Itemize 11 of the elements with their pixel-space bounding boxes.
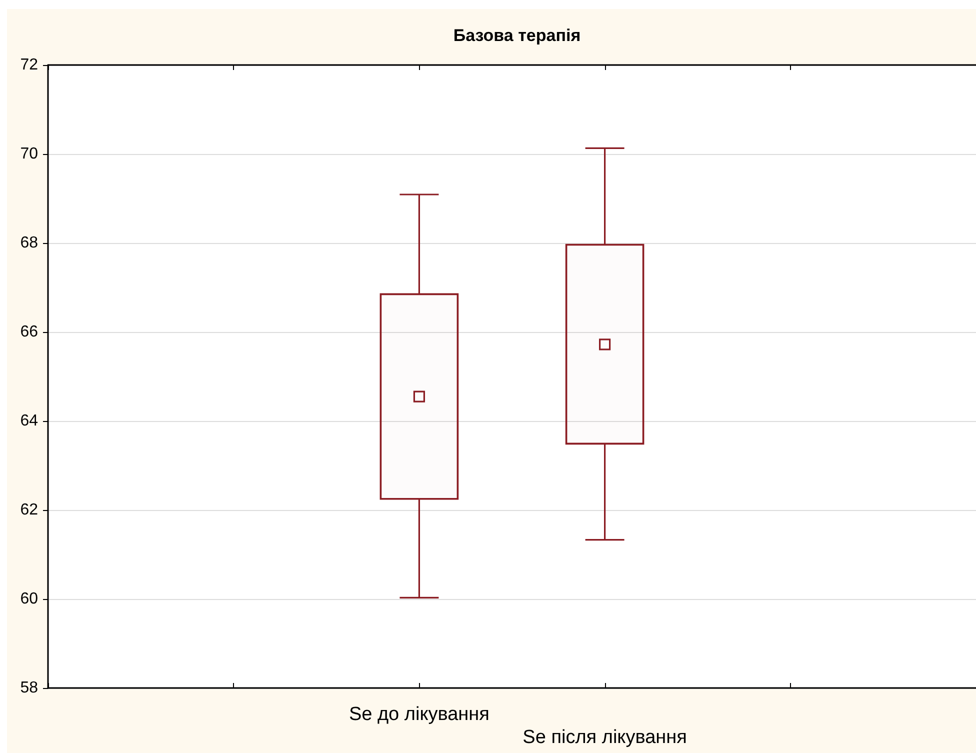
x-tick-label: Se після лікування [522,727,687,748]
x-tick-label: Se до лікування [348,704,490,725]
y-tick-label: 62 [20,502,38,518]
y-tick-label: 72 [20,56,38,74]
chart-title: Базова терапія [453,26,581,45]
y-tick-label: 60 [20,590,38,608]
y-tick-label: 58 [20,680,38,696]
y-tick-label: 68 [20,234,38,252]
y-tick-label: 66 [20,324,38,340]
y-tick-label: 70 [20,146,38,162]
y-tick-label: 64 [20,412,38,430]
